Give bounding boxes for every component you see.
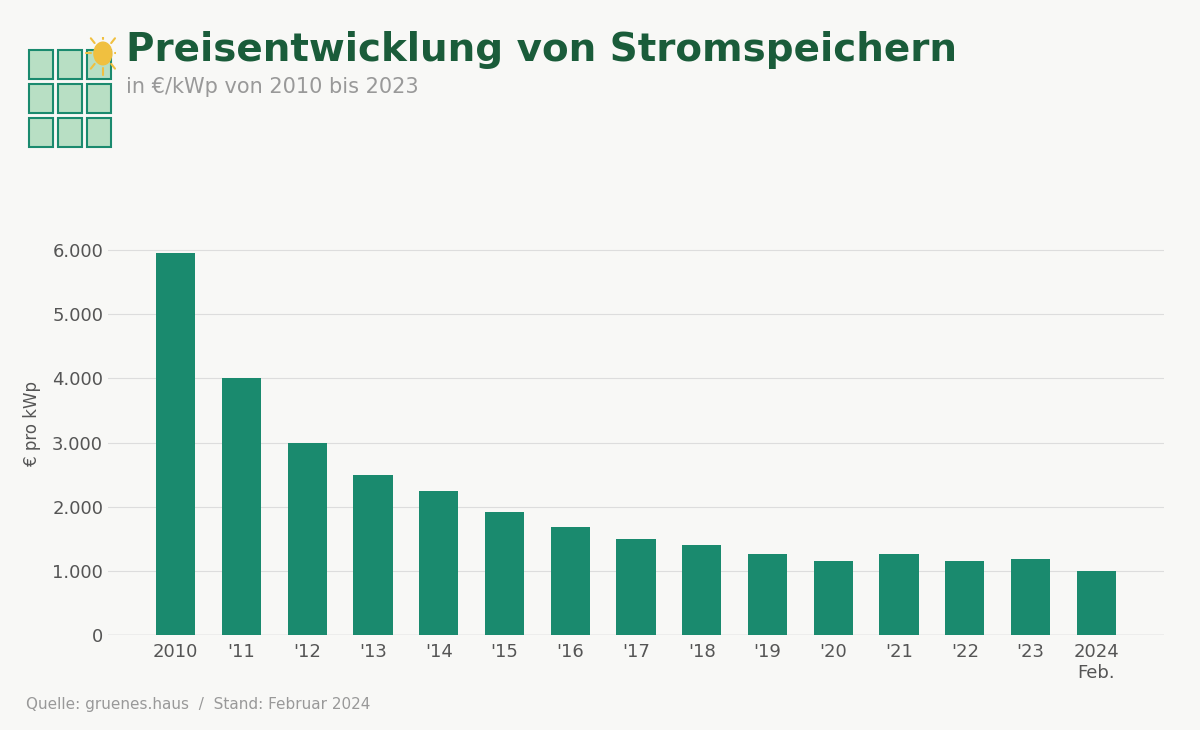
Bar	[1076, 571, 1116, 635]
Bar	[946, 561, 984, 635]
Text: Quelle: gruenes.haus  /  Stand: Februar 2024: Quelle: gruenes.haus / Stand: Februar 20…	[26, 696, 371, 712]
FancyBboxPatch shape	[86, 50, 112, 80]
Text: Preisentwicklung von Stromspeichern: Preisentwicklung von Stromspeichern	[126, 31, 958, 69]
Bar	[485, 512, 524, 635]
FancyBboxPatch shape	[29, 50, 54, 80]
Bar	[222, 378, 262, 635]
FancyBboxPatch shape	[29, 118, 54, 147]
FancyBboxPatch shape	[58, 84, 82, 113]
Bar	[617, 539, 655, 635]
FancyBboxPatch shape	[86, 118, 112, 147]
Bar	[682, 545, 721, 635]
Bar	[814, 561, 853, 635]
Circle shape	[94, 42, 112, 65]
Bar	[156, 253, 196, 635]
Text: in €/kWp von 2010 bis 2023: in €/kWp von 2010 bis 2023	[126, 77, 419, 96]
Bar	[748, 553, 787, 635]
FancyBboxPatch shape	[29, 84, 54, 113]
Bar	[551, 527, 590, 635]
Bar	[288, 442, 326, 635]
Y-axis label: € pro kWp: € pro kWp	[23, 381, 41, 466]
Bar	[1010, 559, 1050, 635]
FancyBboxPatch shape	[58, 50, 82, 80]
FancyBboxPatch shape	[58, 118, 82, 147]
Bar	[880, 553, 919, 635]
Bar	[353, 474, 392, 635]
FancyBboxPatch shape	[86, 84, 112, 113]
Bar	[419, 491, 458, 635]
